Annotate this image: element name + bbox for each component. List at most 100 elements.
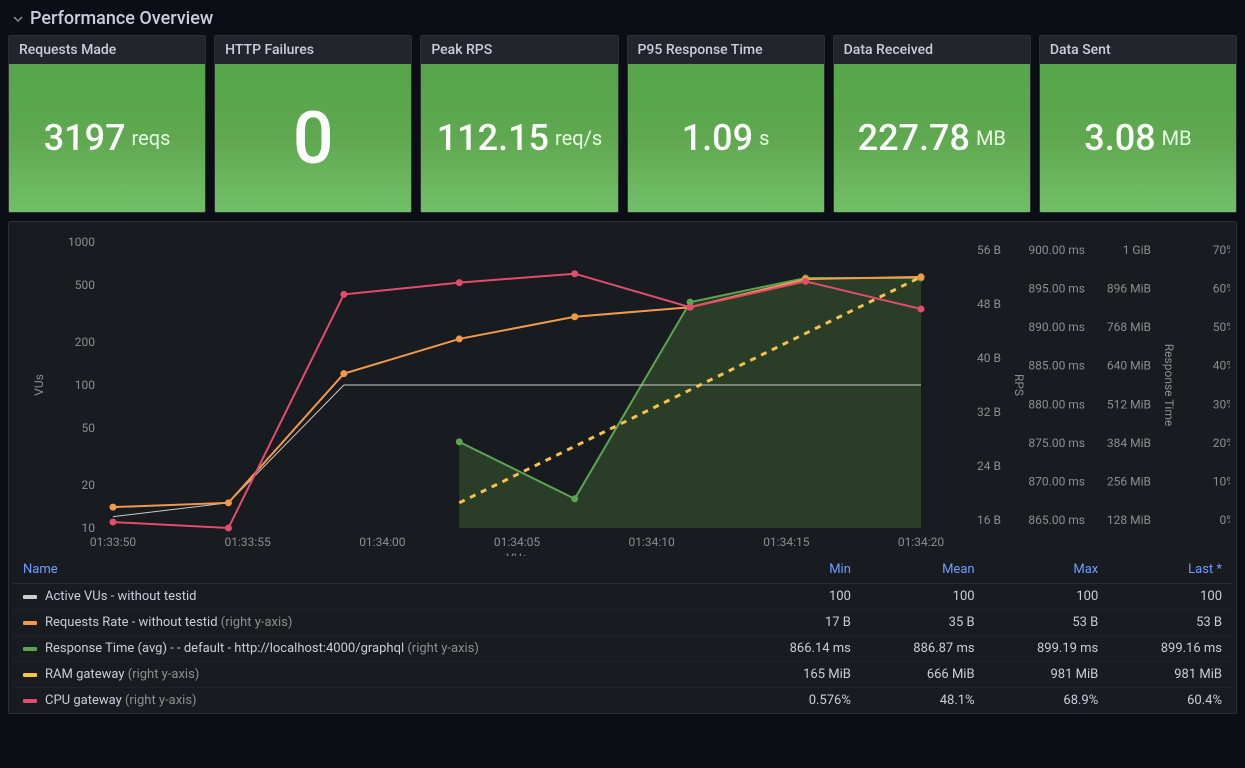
legend-value: 53 B (1108, 610, 1232, 636)
svg-text:128 MiB: 128 MiB (1107, 513, 1151, 527)
legend-col-header[interactable]: Max (985, 556, 1109, 584)
legend-value: 17 B (737, 610, 861, 636)
legend-row[interactable]: Active VUs - without testid 100100100100 (13, 584, 1232, 610)
stat-panel-body: 3197reqs (9, 64, 205, 212)
legend-value: 899.19 ms (985, 636, 1109, 662)
legend-value: 165 MiB (737, 662, 861, 688)
legend-swatch (23, 647, 37, 651)
legend-row[interactable]: CPU gateway (right y-axis)0.576%48.1%68.… (13, 688, 1232, 714)
legend-value: 886.87 ms (861, 636, 985, 662)
svg-text:1000: 1000 (68, 235, 95, 249)
svg-text:16 B: 16 B (977, 513, 1001, 527)
svg-text:870.00 ms: 870.00 ms (1028, 474, 1085, 488)
svg-text:32 B: 32 B (977, 405, 1001, 419)
section-title: Performance Overview (30, 8, 213, 29)
svg-text:10: 10 (82, 521, 96, 535)
legend-axis-hint: (right y-axis) (125, 693, 197, 708)
legend-value: 48.1% (861, 688, 985, 714)
section-header[interactable]: Performance Overview (0, 0, 1245, 35)
legend-row[interactable]: RAM gateway (right y-axis)165 MiB666 MiB… (13, 662, 1232, 688)
legend-swatch (23, 699, 37, 703)
svg-text:30%: 30% (1213, 397, 1230, 411)
legend-col-header[interactable]: Last * (1108, 556, 1232, 584)
stat-panel-body: 112.15req/s (421, 64, 617, 212)
stat-value: 0 (293, 96, 334, 181)
svg-text:48 B: 48 B (977, 297, 1001, 311)
svg-text:900.00 ms: 900.00 ms (1028, 243, 1085, 257)
legend-value: 666 MiB (861, 662, 985, 688)
svg-text:100: 100 (75, 378, 95, 392)
svg-text:70%: 70% (1213, 243, 1230, 257)
svg-text:384 MiB: 384 MiB (1107, 436, 1151, 450)
svg-text:01:34:00: 01:34:00 (359, 535, 406, 549)
stat-unit: s (759, 126, 769, 150)
svg-text:01:34:20: 01:34:20 (898, 535, 945, 549)
stat-value: 3197 (44, 117, 126, 159)
stat-panel-title: Requests Made (9, 36, 205, 64)
stat-unit: reqs (132, 126, 171, 150)
legend-axis-hint: (right y-axis) (128, 667, 200, 682)
legend-value: 981 MiB (1108, 662, 1232, 688)
svg-text:60%: 60% (1213, 282, 1230, 296)
svg-text:896 MiB: 896 MiB (1107, 282, 1151, 296)
stat-panel-body: 0 (215, 64, 411, 212)
legend-swatch (23, 621, 37, 625)
stat-panel-body: 3.08MB (1040, 64, 1236, 212)
stat-panel[interactable]: Peak RPS112.15req/s (420, 35, 618, 213)
legend-value: 0.576% (737, 688, 861, 714)
timeseries-panel[interactable]: 1020501002005001000VUs01:33:5001:33:5501… (8, 221, 1237, 714)
legend-value: 866.14 ms (737, 636, 861, 662)
legend-row[interactable]: Requests Rate - without testid (right y-… (13, 610, 1232, 636)
svg-text:VUs: VUs (32, 374, 46, 396)
legend-swatch (23, 673, 37, 677)
stat-value: 112.15 (437, 117, 549, 159)
stat-value: 1.09 (682, 117, 753, 159)
svg-text:0%: 0% (1219, 513, 1230, 527)
svg-text:890.00 ms: 890.00 ms (1028, 320, 1085, 334)
stat-panel[interactable]: Data Received227.78MB (833, 35, 1031, 213)
legend-value: 100 (985, 584, 1109, 610)
chevron-down-icon (12, 13, 24, 25)
svg-text:512 MiB: 512 MiB (1107, 397, 1151, 411)
legend-col-header[interactable]: Mean (861, 556, 985, 584)
legend-col-header[interactable]: Name (13, 556, 737, 584)
svg-text:40%: 40% (1213, 359, 1230, 373)
svg-text:50: 50 (82, 421, 96, 435)
stat-panel-title: Peak RPS (421, 36, 617, 64)
stat-unit: MB (976, 126, 1006, 150)
svg-text:01:34:05: 01:34:05 (494, 535, 541, 549)
svg-text:640 MiB: 640 MiB (1107, 359, 1151, 373)
legend-value: 899.16 ms (1108, 636, 1232, 662)
timeseries-chart: 1020501002005001000VUs01:33:5001:33:5501… (13, 226, 1230, 556)
stat-panel[interactable]: HTTP Failures0 (214, 35, 412, 213)
legend-value: 60.4% (1108, 688, 1232, 714)
legend-value: 100 (737, 584, 861, 610)
svg-text:01:33:55: 01:33:55 (225, 535, 272, 549)
svg-text:01:34:15: 01:34:15 (763, 535, 810, 549)
legend-value: 981 MiB (985, 662, 1109, 688)
svg-text:875.00 ms: 875.00 ms (1028, 436, 1085, 450)
svg-text:256 MiB: 256 MiB (1107, 474, 1151, 488)
legend-value: 53 B (985, 610, 1109, 636)
stat-panel-title: P95 Response Time (628, 36, 824, 64)
stat-panels-row: Requests Made3197reqsHTTP Failures0Peak … (0, 35, 1245, 221)
legend-series-name: Requests Rate - without testid (right y-… (13, 610, 737, 636)
svg-text:865.00 ms: 865.00 ms (1028, 513, 1085, 527)
svg-text:40 B: 40 B (977, 351, 1001, 365)
svg-text:880.00 ms: 880.00 ms (1028, 397, 1085, 411)
svg-text:RPS: RPS (1012, 374, 1026, 396)
legend-series-name: Active VUs - without testid (13, 584, 737, 610)
legend-col-header[interactable]: Min (737, 556, 861, 584)
svg-text:895.00 ms: 895.00 ms (1028, 282, 1085, 296)
stat-unit: MB (1162, 126, 1192, 150)
stat-value: 227.78 (858, 117, 970, 159)
legend-row[interactable]: Response Time (avg) - - default - http:/… (13, 636, 1232, 662)
stat-panel[interactable]: Data Sent3.08MB (1039, 35, 1237, 213)
legend-table: NameMinMeanMaxLast * Active VUs - withou… (13, 556, 1232, 713)
stat-panel[interactable]: Requests Made3197reqs (8, 35, 206, 213)
svg-text:20: 20 (82, 478, 96, 492)
svg-text:1 GiB: 1 GiB (1123, 243, 1151, 257)
stat-panel[interactable]: P95 Response Time 1.09s (627, 35, 825, 213)
legend-value: 100 (861, 584, 985, 610)
svg-text:885.00 ms: 885.00 ms (1028, 359, 1085, 373)
